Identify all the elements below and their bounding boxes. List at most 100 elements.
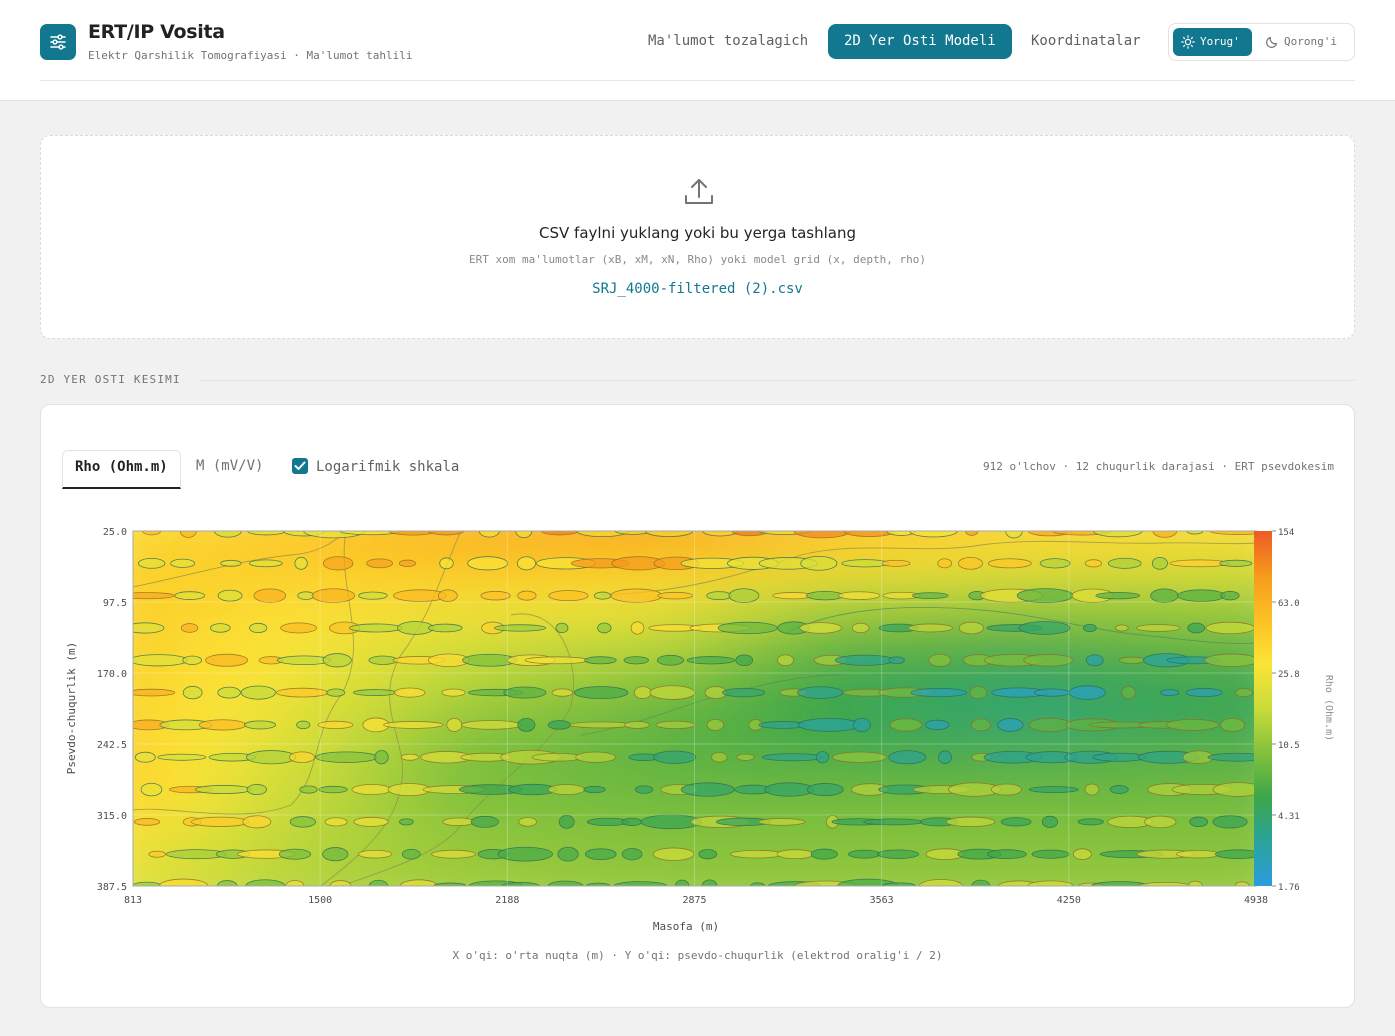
anomaly-contour — [517, 590, 537, 601]
anomaly-contour — [248, 559, 283, 568]
anomaly-contour — [815, 751, 830, 764]
anomaly-contour — [793, 531, 851, 539]
app-subtitle: Elektr Qarshilik Tomografiyasi · Ma'lumo… — [88, 49, 413, 62]
anomaly-contour — [910, 688, 968, 698]
anomaly-contour — [644, 531, 694, 537]
anomaly-contour — [1185, 688, 1223, 698]
anomaly-contour — [461, 720, 522, 730]
anomaly-contour — [318, 785, 348, 794]
anomaly-contour — [326, 688, 346, 697]
model-card: Rho (Ohm.m) M (mV/V) Logarifmik shkala 9… — [40, 404, 1355, 1008]
x-tick-label: 2875 — [682, 895, 706, 906]
anomaly-contour — [1136, 624, 1181, 632]
anomaly-contour — [863, 818, 924, 826]
anomaly-contour — [997, 718, 1024, 732]
anomaly-contour — [569, 721, 633, 729]
anomaly-contour — [797, 717, 861, 732]
anomaly-contour — [253, 588, 287, 603]
anomaly-contour — [834, 654, 895, 666]
anomaly-contour — [427, 623, 463, 633]
anomaly-contour — [969, 686, 988, 700]
heatmap-cell — [1187, 531, 1256, 549]
anomaly-contour — [388, 531, 437, 536]
anomaly-contour — [1095, 591, 1141, 600]
anomaly-contour — [800, 555, 838, 571]
anomaly-contour — [1159, 689, 1180, 697]
chart-caption: X o'qi: o'rta nuqta (m) · Y o'qi: psevdo… — [452, 949, 943, 962]
anomaly-contour — [249, 622, 268, 634]
nav-tab-coordinates[interactable]: Koordinatalar — [1031, 33, 1141, 49]
anomaly-contour — [157, 753, 207, 761]
anomaly-contour — [1077, 818, 1104, 826]
anomaly-contour — [1041, 815, 1059, 828]
anomaly-contour — [1151, 556, 1168, 570]
anomaly-contour — [698, 849, 718, 860]
anomaly-contour — [1084, 783, 1100, 796]
anomaly-contour — [634, 785, 654, 794]
anomaly-contour — [1220, 717, 1246, 732]
tab-rho[interactable]: Rho (Ohm.m) — [62, 450, 181, 489]
contour-line — [133, 531, 347, 588]
anomaly-contour — [351, 784, 392, 795]
nav-tab-data-cleaner[interactable]: Ma'lumot tozalagich — [648, 33, 809, 49]
theme-light-label: Yorug' — [1200, 35, 1240, 48]
anomaly-contour — [497, 846, 553, 862]
anomaly-contour — [1207, 752, 1256, 762]
anomaly-contour — [243, 720, 277, 730]
theme-light-button[interactable]: Yorug' — [1173, 28, 1252, 56]
anomaly-contour — [299, 785, 318, 794]
anomaly-contour — [832, 751, 888, 763]
anomaly-contour — [1090, 881, 1149, 886]
anomaly-contour — [1176, 850, 1220, 859]
anomaly-contour — [987, 558, 1032, 569]
anomaly-contour — [680, 782, 735, 797]
anomaly-contour — [1219, 559, 1253, 567]
nav-tab-2d-model[interactable]: 2D Yer Osti Modeli — [828, 24, 1012, 59]
anomaly-contour — [1150, 588, 1179, 603]
anomaly-contour — [210, 623, 231, 633]
anomaly-contour — [431, 849, 477, 859]
anomaly-contour — [516, 556, 536, 571]
anomaly-contour — [494, 624, 547, 632]
anomaly-contour — [438, 589, 458, 602]
contour-line — [133, 531, 354, 815]
anomaly-contour — [393, 687, 426, 698]
colorbar-gradient — [1254, 531, 1272, 886]
anomaly-contour — [1027, 880, 1074, 886]
tab-m[interactable]: M (mV/V) — [196, 458, 264, 474]
anomaly-contour — [776, 849, 814, 860]
colorbar-tick-label: 4.31 — [1278, 812, 1300, 822]
anomaly-contour — [986, 849, 1027, 860]
anomaly-contour — [540, 531, 579, 536]
anomaly-contour — [1033, 688, 1070, 697]
anomaly-contour — [240, 685, 276, 700]
x-axis-label: Masofa (m) — [653, 920, 719, 933]
anomaly-contour — [889, 718, 923, 732]
anomaly-contour — [217, 686, 241, 699]
anomaly-contour — [575, 751, 616, 763]
anomaly-contour — [585, 882, 611, 886]
file-dropzone[interactable]: CSV faylni yuklang yoki bu yerga tashlan… — [40, 135, 1355, 339]
anomaly-contour — [621, 848, 643, 861]
anomaly-contour — [433, 882, 467, 886]
anomaly-contour — [1082, 623, 1097, 633]
anomaly-contour — [398, 559, 416, 567]
anomaly-contour — [706, 591, 732, 601]
anomaly-contour — [398, 818, 414, 826]
anomaly-contour — [368, 879, 389, 886]
anomaly-contour — [937, 558, 953, 569]
anomaly-contour — [686, 656, 736, 665]
anomaly-contour — [584, 656, 617, 665]
anomaly-contour — [584, 848, 617, 861]
anomaly-contour — [736, 753, 755, 761]
theme-dark-button[interactable]: Qorong'i — [1257, 28, 1351, 56]
anomaly-contour — [133, 622, 165, 634]
anomaly-contour — [1072, 848, 1092, 860]
anomaly-contour — [653, 750, 697, 764]
anomaly-contour — [918, 879, 963, 886]
anomaly-contour — [242, 815, 272, 829]
anomaly-contour — [656, 654, 685, 666]
anomaly-contour — [965, 531, 979, 536]
log-scale-checkbox[interactable] — [292, 458, 308, 474]
x-tick-label: 4250 — [1057, 895, 1081, 906]
